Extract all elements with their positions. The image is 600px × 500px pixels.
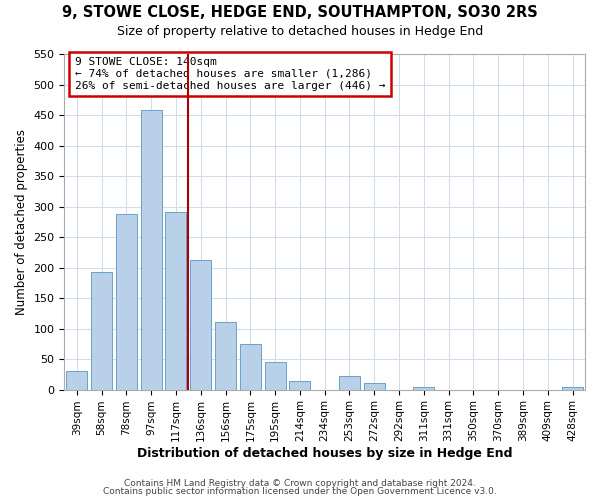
- Bar: [140, 110, 162, 390]
- Bar: [339, 376, 360, 390]
- Text: 9, STOWE CLOSE, HEDGE END, SOUTHAMPTON, SO30 2RS: 9, STOWE CLOSE, HEDGE END, SOUTHAMPTON, …: [62, 5, 538, 20]
- Bar: [413, 386, 434, 390]
- Bar: [190, 260, 211, 390]
- Bar: [289, 381, 310, 390]
- Bar: [215, 322, 236, 390]
- Text: Size of property relative to detached houses in Hedge End: Size of property relative to detached ho…: [117, 25, 483, 38]
- Bar: [91, 272, 112, 390]
- Text: Contains public sector information licensed under the Open Government Licence v3: Contains public sector information licen…: [103, 487, 497, 496]
- Bar: [66, 372, 88, 390]
- Bar: [166, 212, 187, 390]
- Bar: [116, 214, 137, 390]
- X-axis label: Distribution of detached houses by size in Hedge End: Distribution of detached houses by size …: [137, 447, 512, 460]
- Bar: [562, 386, 583, 390]
- Bar: [265, 362, 286, 390]
- Text: 9 STOWE CLOSE: 140sqm
← 74% of detached houses are smaller (1,286)
26% of semi-d: 9 STOWE CLOSE: 140sqm ← 74% of detached …: [75, 58, 385, 90]
- Y-axis label: Number of detached properties: Number of detached properties: [15, 129, 28, 315]
- Bar: [364, 384, 385, 390]
- Text: Contains HM Land Registry data © Crown copyright and database right 2024.: Contains HM Land Registry data © Crown c…: [124, 478, 476, 488]
- Bar: [240, 344, 261, 390]
